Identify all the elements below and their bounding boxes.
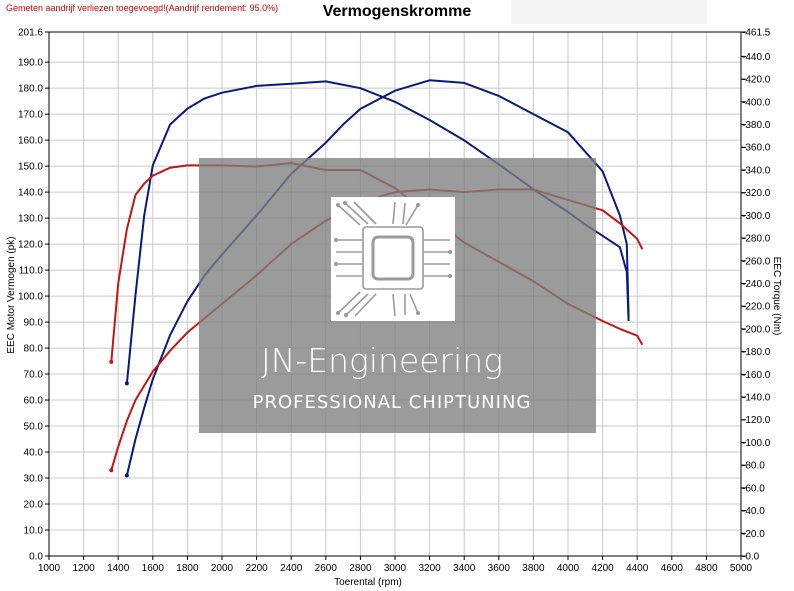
left-tick-label: 70.0 [24,370,44,381]
x-tick-label: 2200 [245,563,268,574]
left-tick-label: 80.0 [24,344,44,355]
left-tick-label: 50.0 [24,422,44,433]
left-tick-label: 30.0 [24,474,44,485]
left-tick-label: 180.0 [18,84,43,95]
x-tick-label: 1600 [142,563,165,574]
right-tick-label: -240.0 [742,279,771,290]
right-tick-label: -180.0 [742,347,771,358]
right-tick-label: -160.0 [742,370,771,381]
right-tick-label: -140.0 [742,393,771,404]
right-tick-label: -320.0 [742,188,771,199]
right-ticks: -0.0 -20.0 -40.0 -60.0 -80.0 -100.0 -120.0 -140… [741,28,771,563]
right-tick-label: -260.0 [742,256,771,267]
x-tick-label: 1400 [107,563,130,574]
left-tick-label: 0.0 [29,552,43,563]
left-tick-label: 40.0 [24,448,44,459]
right-tick-label: -40.0 [742,506,765,517]
right-tick-label: -0.0 [742,552,760,563]
left-tick-label: 110.0 [19,266,44,277]
left-tick-label: 190.0 [18,58,43,69]
x-axis-label: Toerental (rpm) [334,577,402,588]
left-tick-label: 10.0 [24,526,44,537]
chip-icon [331,197,455,321]
left-tick-label: 140.0 [18,188,43,199]
x-tick-label: 2800 [349,563,372,574]
x-tick-label: 1200 [72,563,95,574]
x-tick-label: 2400 [280,563,303,574]
x-ticks: 1000 1200 1400 1600 1800 2000 2200 2400 2600 2800… [38,556,753,574]
title-background [511,0,707,24]
left-tick-label: 150.0 [18,162,43,173]
x-tick-label: 4200 [591,563,614,574]
left-tick-label: 130.0 [18,214,43,225]
x-tick-label: 3200 [418,563,441,574]
chart-title: Vermogenskromme [322,3,472,20]
right-tick-label: -100.0 [742,438,771,449]
left-axis-label: EEC Motor Vermogen (pk) [6,236,17,353]
x-tick-label: 2600 [315,563,338,574]
x-tick-label: 3400 [453,563,476,574]
series-start-point-2 [124,381,129,386]
x-tick-label: 4000 [557,563,580,574]
right-tick-label: -380.0 [742,120,771,131]
series-start-point-4 [109,359,114,364]
left-tick-label: 170.0 [18,110,43,121]
right-tick-label: -340.0 [742,165,771,176]
left-tick-label: 90.0 [24,318,44,329]
right-tick-label: -420.0 [742,75,771,86]
x-tick-label: 3800 [522,563,545,574]
drive-loss-note: Gemeten aandrijf verliezen toegevoegd!(A… [6,3,279,13]
x-tick-label: 4600 [661,563,684,574]
series-start-point-3 [109,468,114,473]
x-tick-label: 1800 [176,563,199,574]
watermark-tagline: PROFESSIONAL CHIPTUNING [253,392,532,413]
watermark-brand: JN-Engineering [261,341,503,380]
series-line-1 [125,79,630,476]
x-tick-label: 4400 [626,563,649,574]
right-tick-label: -360.0 [742,143,771,154]
x-tick-label: 3600 [488,563,511,574]
left-tick-label: 120.0 [18,240,43,251]
right-tick-label: -120.0 [742,415,771,426]
right-tick-label: -400.0 [742,97,771,108]
right-tick-label: -200.0 [742,324,771,335]
x-tick-label: 3000 [384,563,407,574]
left-tick-label: 60.0 [24,396,44,407]
left-tick-label: 160.0 [18,136,43,147]
left-tick-label: 201.6 [18,28,43,39]
right-tick-label: -20.0 [742,529,765,540]
left-tick-label: 100.0 [18,292,43,303]
right-tick-label: -220.0 [742,302,771,313]
right-tick-label: -60.0 [742,483,765,494]
watermark: JN-Engineering PROFESSIONAL CHIPTUNING [199,158,596,433]
x-tick-label: 1000 [38,563,61,574]
right-tick-label: -300.0 [742,211,771,222]
left-tick-label: 20.0 [24,500,44,511]
right-tick-label: -280.0 [742,234,771,245]
x-tick-label: 5000 [730,563,753,574]
right-axis-label: EEC Torque (Nm) [771,257,782,336]
right-tick-label: -440.0 [742,52,771,63]
right-tick-label: -461.5 [742,28,771,39]
left-ticks: 0.0 10.0 20.0 30.0 40.0 50.0 60.0 70.0 80.0 90.0 1… [18,28,49,563]
x-tick-label: 4800 [695,563,718,574]
right-tick-label: -80.0 [742,461,765,472]
x-tick-label: 2000 [211,563,234,574]
series-start-point-1 [124,473,129,478]
